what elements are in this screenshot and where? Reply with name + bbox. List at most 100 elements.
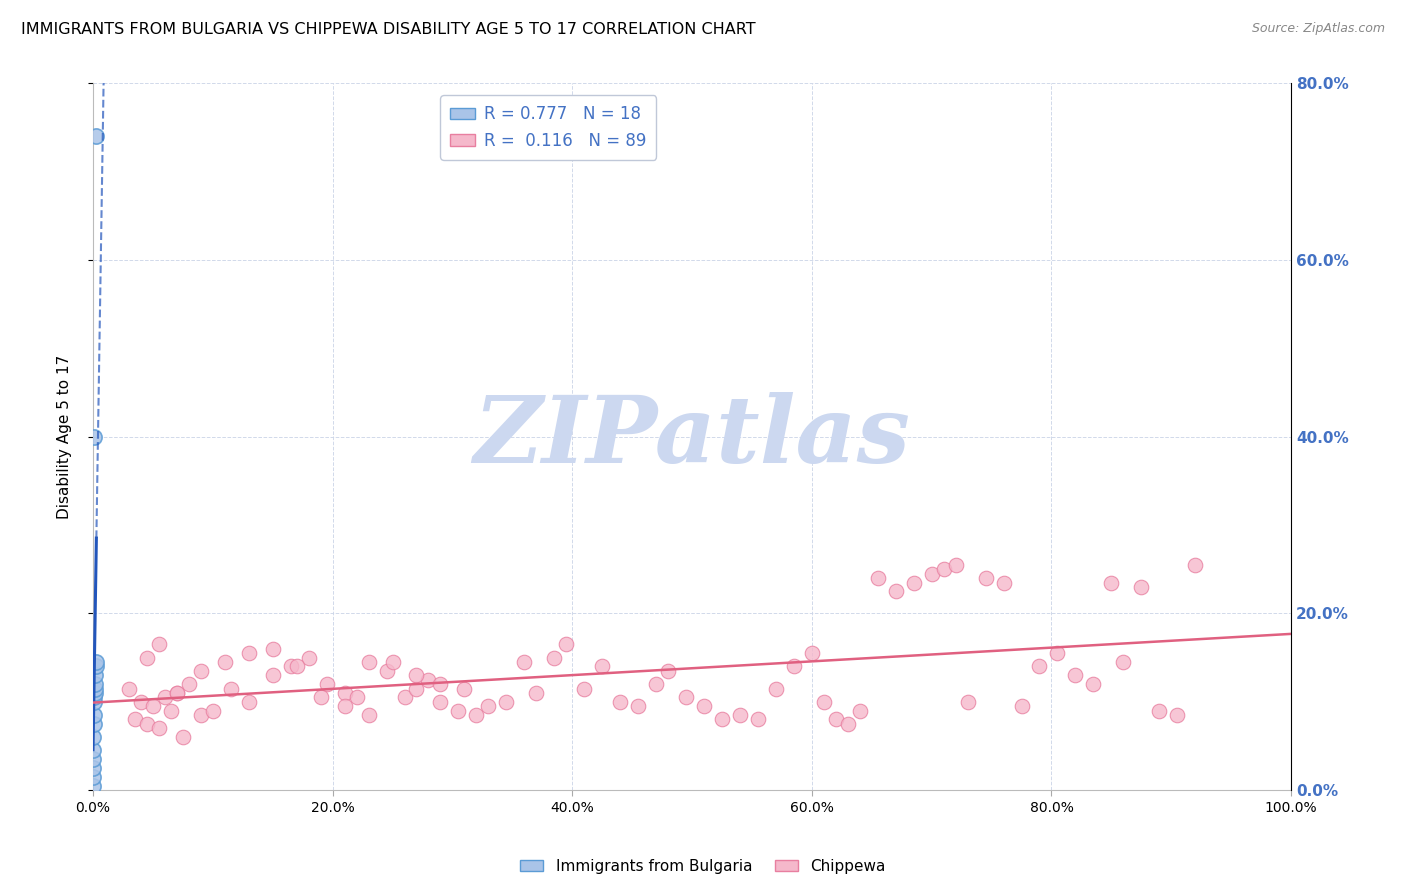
Point	[609, 695, 631, 709]
Point	[285, 659, 308, 673]
Point	[153, 690, 176, 705]
Point	[84, 677, 107, 691]
Point	[543, 650, 565, 665]
Point	[357, 655, 380, 669]
Point	[262, 641, 284, 656]
Point	[711, 713, 734, 727]
Text: Source: ZipAtlas.com: Source: ZipAtlas.com	[1251, 22, 1385, 36]
Point	[83, 717, 105, 731]
Point	[849, 704, 872, 718]
Point	[513, 655, 536, 669]
Point	[84, 129, 107, 144]
Point	[884, 584, 907, 599]
Point	[477, 699, 499, 714]
Point	[993, 575, 1015, 590]
Legend: Immigrants from Bulgaria, Chippewa: Immigrants from Bulgaria, Chippewa	[515, 853, 891, 880]
Point	[84, 681, 107, 696]
Point	[728, 708, 751, 723]
Point	[1099, 575, 1122, 590]
Point	[333, 699, 356, 714]
Point	[190, 708, 212, 723]
Point	[394, 690, 416, 705]
Point	[381, 655, 404, 669]
Point	[84, 659, 107, 673]
Point	[166, 686, 188, 700]
Point	[83, 708, 105, 723]
Point	[83, 690, 105, 705]
Point	[160, 704, 183, 718]
Point	[346, 690, 368, 705]
Point	[1011, 699, 1033, 714]
Point	[214, 655, 236, 669]
Point	[866, 571, 889, 585]
Point	[418, 673, 440, 687]
Point	[1166, 708, 1188, 723]
Point	[1028, 659, 1050, 673]
Point	[921, 566, 943, 581]
Point	[645, 677, 668, 691]
Point	[945, 558, 967, 572]
Point	[166, 686, 188, 700]
Point	[555, 637, 578, 651]
Point	[82, 752, 104, 766]
Point	[82, 730, 104, 744]
Point	[190, 664, 212, 678]
Point	[405, 668, 427, 682]
Point	[172, 730, 194, 744]
Point	[82, 761, 104, 775]
Point	[524, 686, 547, 700]
Point	[1130, 580, 1153, 594]
Point	[447, 704, 470, 718]
Point	[1083, 677, 1105, 691]
Point	[124, 713, 146, 727]
Point	[82, 770, 104, 784]
Point	[118, 681, 141, 696]
Point	[675, 690, 697, 705]
Point	[219, 681, 242, 696]
Point	[591, 659, 613, 673]
Point	[1064, 668, 1087, 682]
Point	[974, 571, 997, 585]
Point	[1046, 646, 1069, 660]
Point	[453, 681, 475, 696]
Point	[357, 708, 380, 723]
Point	[82, 779, 104, 793]
Point	[83, 695, 105, 709]
Point	[238, 646, 260, 660]
Point	[405, 681, 427, 696]
Point	[298, 650, 321, 665]
Point	[148, 721, 170, 735]
Point	[429, 695, 451, 709]
Point	[135, 650, 157, 665]
Point	[129, 695, 152, 709]
Point	[83, 686, 105, 700]
Point	[1112, 655, 1135, 669]
Point	[495, 695, 517, 709]
Point	[903, 575, 925, 590]
Point	[135, 717, 157, 731]
Point	[201, 704, 224, 718]
Point	[177, 677, 200, 691]
Point	[333, 686, 356, 700]
Point	[813, 695, 835, 709]
Point	[465, 708, 488, 723]
Point	[1149, 704, 1171, 718]
Point	[315, 677, 337, 691]
Point	[800, 646, 823, 660]
Point	[262, 668, 284, 682]
Point	[238, 695, 260, 709]
Point	[574, 681, 596, 696]
Point	[932, 562, 955, 576]
Point	[627, 699, 650, 714]
Text: ZIPatlas: ZIPatlas	[474, 392, 911, 482]
Point	[765, 681, 787, 696]
Point	[693, 699, 716, 714]
Legend: R = 0.777   N = 18, R =  0.116   N = 89: R = 0.777 N = 18, R = 0.116 N = 89	[440, 95, 657, 160]
Point	[280, 659, 302, 673]
Y-axis label: Disability Age 5 to 17: Disability Age 5 to 17	[58, 355, 72, 519]
Point	[824, 713, 846, 727]
Point	[84, 668, 107, 682]
Point	[309, 690, 332, 705]
Point	[837, 717, 859, 731]
Point	[148, 637, 170, 651]
